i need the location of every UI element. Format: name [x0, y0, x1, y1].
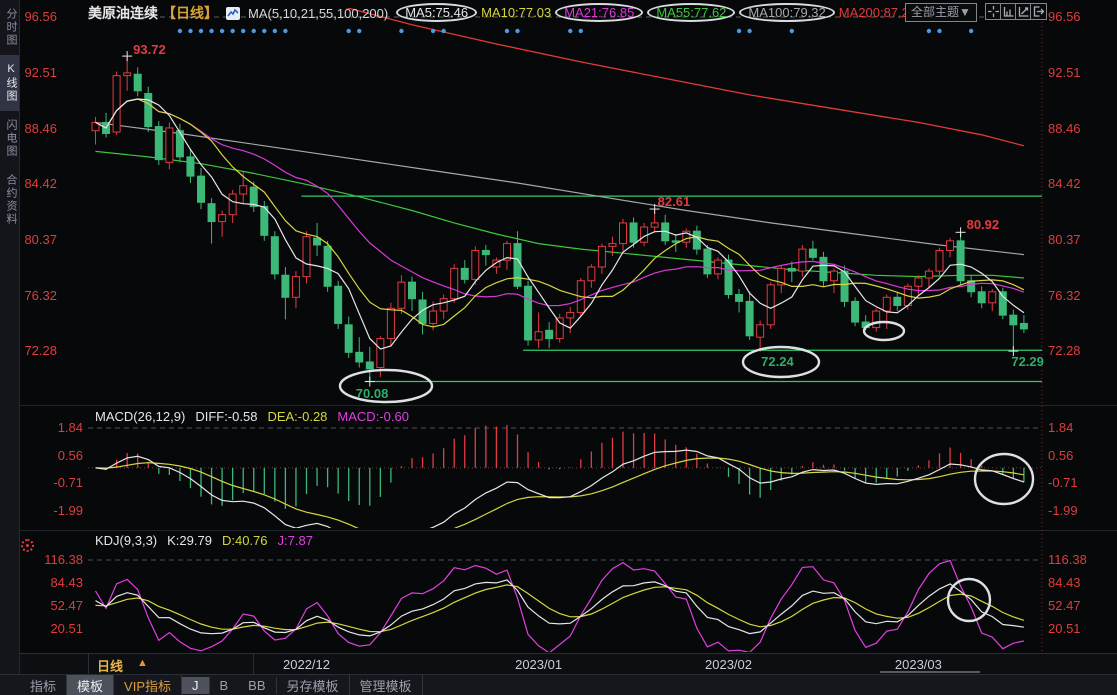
footer-tabs: 指标 模板 VIP指标 J B BB 另存模板 管理模板	[20, 674, 423, 695]
footer-toolbar: 指标 模板 VIP指标 J B BB 另存模板 管理模板	[0, 674, 1117, 695]
panel-separator	[0, 530, 1117, 531]
indicator-settings-icon[interactable]	[21, 539, 34, 552]
ma-value-1: MA10:77.03	[481, 5, 552, 20]
period-tag: 【日线】	[162, 5, 218, 21]
sidebar: 分时图 K线图 闪电图 合约资料	[0, 0, 20, 674]
exit-button[interactable]	[1030, 3, 1047, 20]
ma-settings-label: MA(5,10,21,55,100,200)	[248, 5, 389, 21]
ma-values: MA5:75.46 MA10:77.03 MA21:76.85 MA55:77.62 M…	[396, 3, 920, 22]
triangle-up-icon: ▲	[137, 657, 148, 669]
footer-tab-3[interactable]: J	[182, 676, 210, 694]
footer-tab-1[interactable]: 模板	[67, 674, 115, 695]
ma-value-5: MA200:87.20	[838, 5, 917, 20]
panel-separator	[0, 405, 1117, 406]
sidebar-item-shandiantu[interactable]: 闪电图	[5, 119, 17, 158]
footer-tab-7[interactable]: 管理模板	[350, 674, 423, 695]
theme-select-button[interactable]: 全部主题▼	[905, 3, 977, 22]
period-label: 日线	[97, 659, 124, 674]
footer-tab-4[interactable]: B	[219, 677, 229, 693]
period-selector[interactable]: 日线 ▲	[88, 654, 254, 675]
instrument-title: 美原油连续	[88, 5, 158, 21]
ma-value-3: MA55:77.62	[647, 3, 736, 22]
axis-zoom-icon	[1003, 7, 1014, 17]
footer-tab-6[interactable]: 另存模板	[277, 674, 350, 695]
ma-value-2: MA21:76.85	[555, 3, 644, 22]
sidebar-item-fenshitu[interactable]: 分时图	[5, 8, 17, 47]
header: 美原油连续 【日线】 MA(5,10,21,55,100,200) MA5:75…	[88, 0, 920, 26]
x-scrollbar[interactable]	[880, 671, 980, 673]
sidebar-item-klinechart[interactable]: K线图	[0, 55, 19, 111]
footer-tab-0[interactable]: 指标	[20, 674, 68, 695]
ma-value-4: MA100:79.32	[739, 3, 835, 22]
footer-tab-5[interactable]: BB	[238, 676, 277, 694]
axis-scale-icon	[1018, 7, 1029, 17]
crosshair-icon	[988, 6, 999, 17]
chart-type-icon[interactable]	[226, 6, 240, 20]
footer-tab-2[interactable]: VIP指标	[114, 674, 182, 695]
ma-value-0: MA5:75.46	[396, 3, 478, 22]
exit-icon	[1033, 6, 1044, 17]
axis-scale-button[interactable]	[1015, 3, 1032, 20]
sidebar-item-heyueziliao[interactable]: 合约资料	[5, 174, 17, 226]
